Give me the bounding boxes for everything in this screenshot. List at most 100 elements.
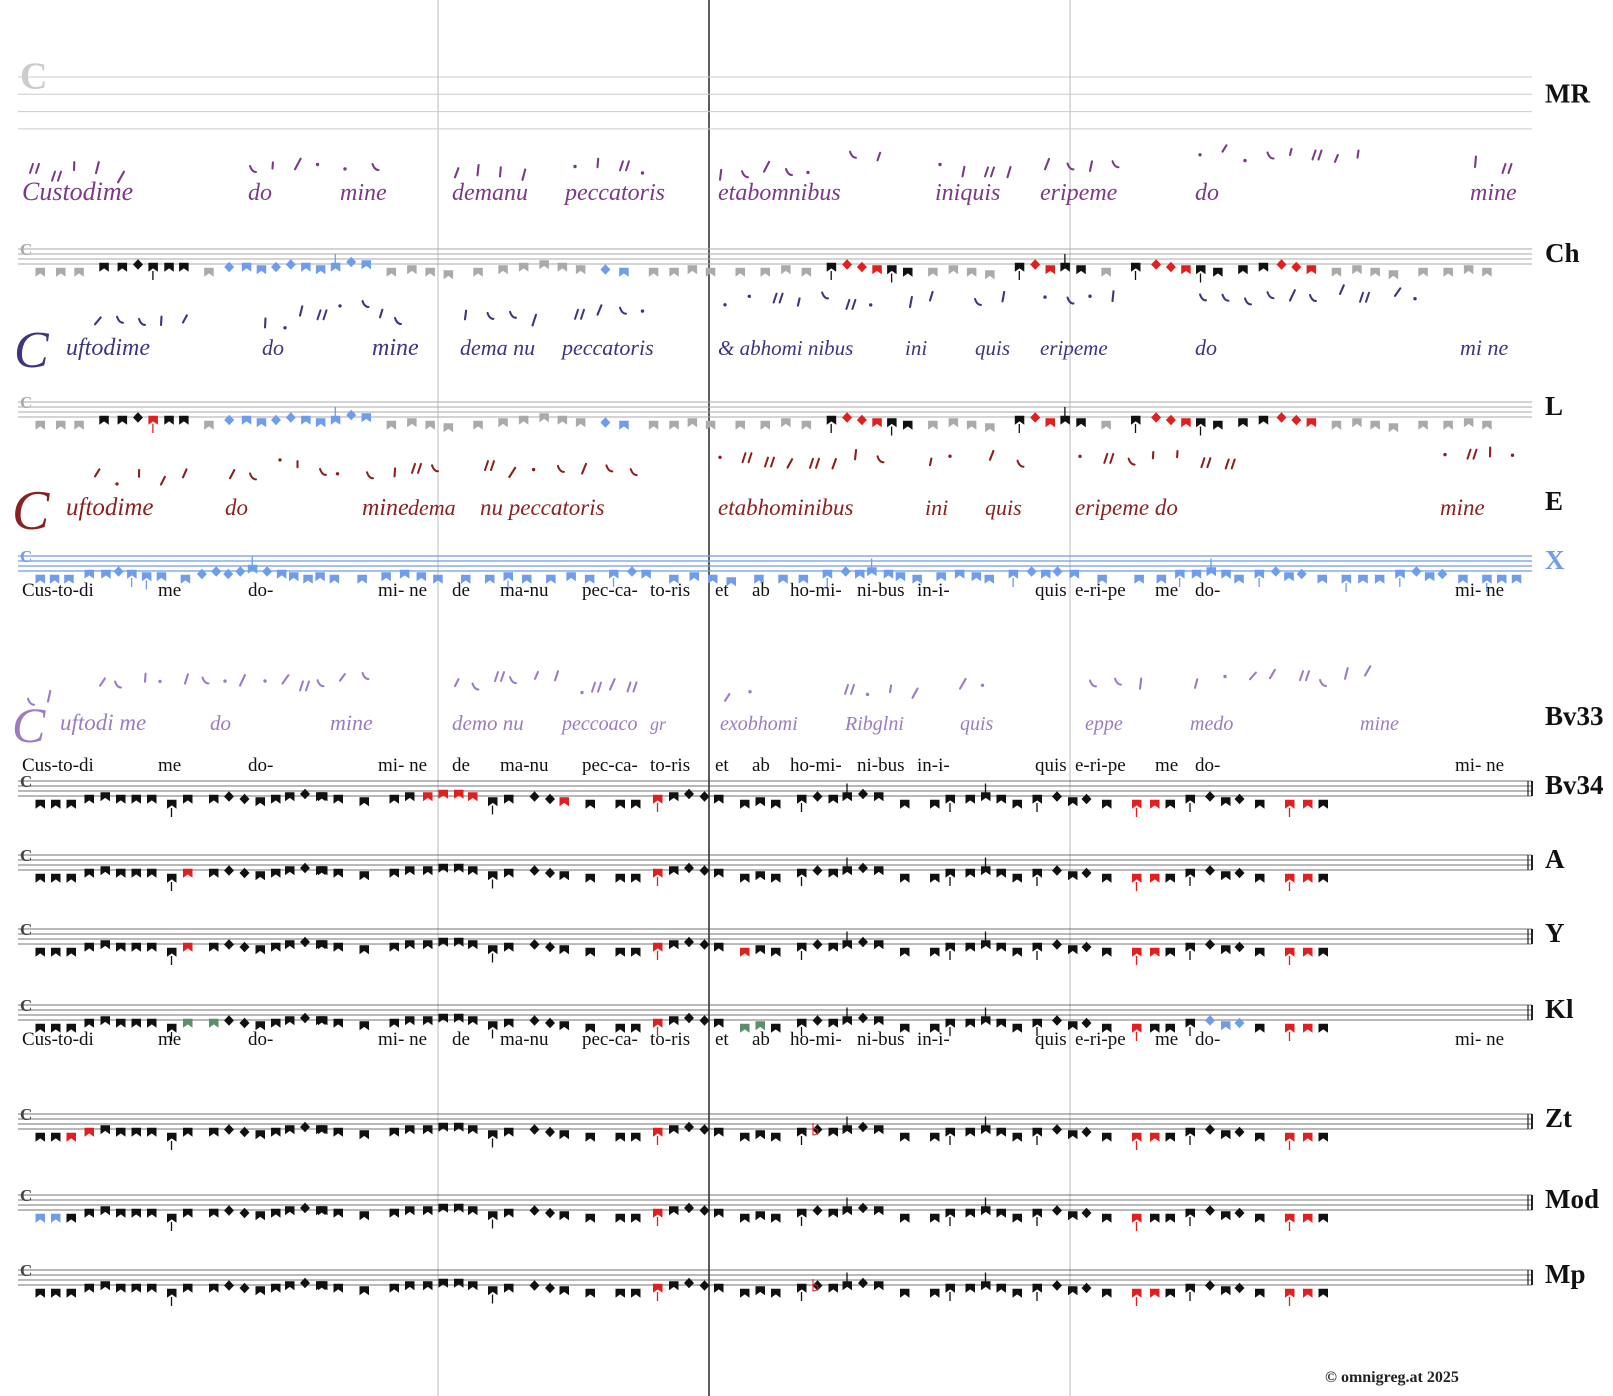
svg-text:do: do	[1195, 180, 1219, 206]
svg-text:Ch: Ch	[1545, 238, 1580, 268]
svg-text:Zt: Zt	[1545, 1103, 1572, 1133]
svg-text:E: E	[1545, 486, 1563, 516]
svg-text:C: C	[12, 697, 46, 753]
svg-text:e-ri-pe: e-ri-pe	[1075, 580, 1126, 601]
svg-text:& abhomi nibus: & abhomi nibus	[718, 336, 853, 360]
svg-text:mine: mine	[1440, 495, 1485, 520]
svg-text:pec-ca-: pec-ca-	[582, 1029, 638, 1050]
svg-text:do-: do-	[248, 580, 273, 601]
svg-text:eripeme: eripeme	[1040, 180, 1118, 206]
svg-text:in-i-: in-i-	[917, 580, 950, 601]
svg-text:Ribglni: Ribglni	[844, 713, 904, 735]
svg-text:ab: ab	[752, 755, 770, 776]
svg-text:quis: quis	[1035, 580, 1067, 601]
svg-text:et: et	[715, 580, 729, 601]
svg-text:nu peccatoris: nu peccatoris	[480, 495, 605, 520]
svg-text:ma-nu: ma-nu	[500, 755, 549, 776]
svg-text:quis: quis	[975, 336, 1010, 360]
svg-text:Mp: Mp	[1545, 1259, 1586, 1289]
svg-text:C: C	[20, 55, 47, 97]
svg-text:quis: quis	[1035, 755, 1067, 776]
svg-text:in-i-: in-i-	[917, 1029, 950, 1050]
svg-text:do: do	[248, 180, 272, 206]
svg-text:MR: MR	[1545, 78, 1590, 108]
svg-text:peccatoris: peccatoris	[563, 180, 665, 206]
svg-text:do: do	[262, 335, 284, 360]
svg-text:Cus-to-di: Cus-to-di	[22, 1029, 94, 1050]
svg-text:peccoaco: peccoaco	[560, 713, 638, 735]
svg-text:me: me	[158, 580, 181, 601]
svg-text:et: et	[715, 1029, 729, 1050]
svg-text:mine: mine	[372, 335, 419, 361]
svg-text:de: de	[452, 1029, 470, 1050]
svg-text:C: C	[20, 240, 32, 259]
svg-text:gr: gr	[650, 714, 667, 734]
svg-text:mi ne: mi ne	[1460, 335, 1509, 360]
svg-text:ab: ab	[752, 1029, 770, 1050]
svg-text:pec-ca-: pec-ca-	[582, 580, 638, 601]
svg-text:uftodi me: uftodi me	[60, 710, 146, 735]
svg-text:etabomnibus: etabomnibus	[718, 180, 841, 206]
svg-text:mi- ne: mi- ne	[378, 1029, 427, 1050]
svg-text:Bv33: Bv33	[1545, 701, 1604, 731]
svg-text:quis: quis	[1035, 1029, 1067, 1050]
svg-text:ho-mi-: ho-mi-	[790, 755, 842, 776]
svg-text:e-ri-pe: e-ri-pe	[1075, 1029, 1126, 1050]
svg-text:ni-bus: ni-bus	[857, 1029, 905, 1050]
svg-text:Y: Y	[1545, 918, 1565, 948]
svg-text:Custodime: Custodime	[22, 177, 133, 206]
svg-text:eripeme do: eripeme do	[1075, 495, 1178, 520]
svg-text:uftodime: uftodime	[66, 494, 154, 521]
svg-text:mine: mine	[1470, 180, 1517, 206]
svg-text:de: de	[452, 755, 470, 776]
svg-text:to-ris: to-ris	[650, 1029, 690, 1050]
svg-text:C: C	[20, 1261, 32, 1280]
svg-text:ab: ab	[752, 580, 770, 601]
svg-text:do: do	[1195, 335, 1217, 360]
svg-text:peccatoris: peccatoris	[560, 335, 654, 360]
svg-text:eppe: eppe	[1085, 713, 1123, 735]
svg-text:to-ris: to-ris	[650, 755, 690, 776]
svg-text:mi- ne: mi- ne	[378, 580, 427, 601]
svg-text:A: A	[1545, 844, 1565, 874]
svg-text:ni-bus: ni-bus	[857, 580, 905, 601]
svg-text:mi- ne: mi- ne	[1455, 580, 1504, 601]
svg-text:ma-nu: ma-nu	[500, 1029, 549, 1050]
svg-text:e-ri-pe: e-ri-pe	[1075, 755, 1126, 776]
svg-text:do-: do-	[1195, 755, 1220, 776]
svg-text:mine: mine	[340, 180, 387, 206]
svg-text:do-: do-	[248, 755, 273, 776]
svg-text:me: me	[158, 755, 181, 776]
svg-text:X: X	[1545, 545, 1565, 575]
svg-text:mi- ne: mi- ne	[378, 755, 427, 776]
svg-text:Cus-to-di: Cus-to-di	[22, 755, 94, 776]
svg-text:medo: medo	[1190, 713, 1233, 735]
svg-text:do: do	[225, 495, 248, 520]
svg-text:C: C	[12, 480, 50, 542]
svg-text:ho-mi-: ho-mi-	[790, 1029, 842, 1050]
svg-text:mi- ne: mi- ne	[1455, 1029, 1504, 1050]
svg-text:mine: mine	[1360, 713, 1399, 735]
svg-text:mine: mine	[362, 495, 409, 521]
svg-text:et: et	[715, 755, 729, 776]
svg-text:L: L	[1545, 391, 1563, 421]
svg-text:C: C	[20, 1105, 32, 1124]
svg-text:Kl: Kl	[1545, 994, 1574, 1024]
svg-text:do: do	[210, 711, 231, 735]
svg-text:demanu: demanu	[452, 180, 528, 206]
svg-text:do-: do-	[1195, 580, 1220, 601]
svg-text:de: de	[452, 580, 470, 601]
svg-text:mine: mine	[330, 710, 373, 735]
svg-text:ma-nu: ma-nu	[500, 580, 549, 601]
svg-text:demo nu: demo nu	[452, 711, 524, 735]
svg-text:me: me	[158, 1029, 181, 1050]
svg-text:C: C	[20, 846, 32, 865]
svg-text:mi- ne: mi- ne	[1455, 755, 1504, 776]
svg-text:iniquis: iniquis	[935, 180, 1000, 206]
svg-text:dema: dema	[408, 495, 456, 520]
svg-text:ini: ini	[905, 336, 927, 360]
svg-text:to-ris: to-ris	[650, 580, 690, 601]
svg-text:exobhomi: exobhomi	[720, 713, 798, 735]
svg-text:C: C	[20, 996, 32, 1015]
svg-text:ni-bus: ni-bus	[857, 755, 905, 776]
